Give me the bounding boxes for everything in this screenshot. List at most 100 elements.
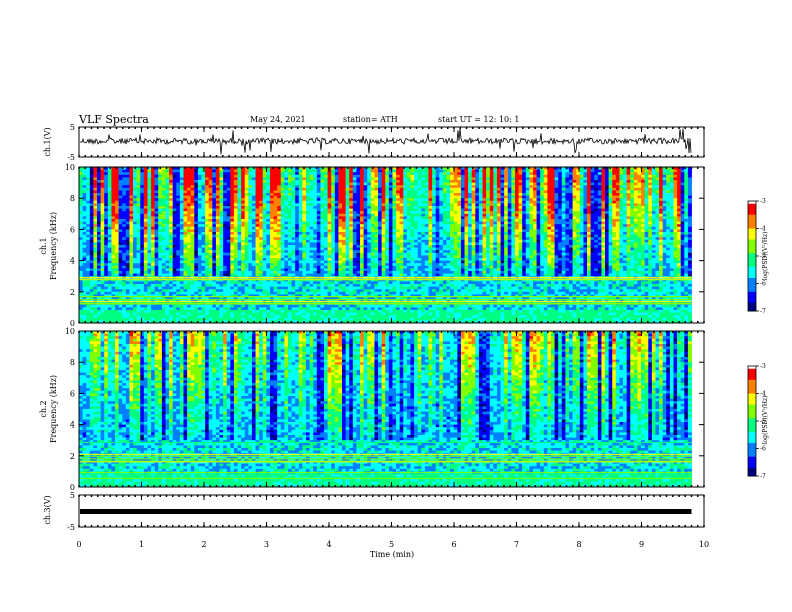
- spec1-cell-20-22: [158, 219, 162, 222]
- spec1-cell-20-105: [457, 219, 461, 222]
- spec1-cell-4-89: [400, 177, 404, 180]
- spec1-cell-18-113: [486, 214, 490, 217]
- spec1-cell-26-147: [609, 235, 613, 238]
- spec1-cell-11-115: [493, 196, 497, 199]
- spec1-cell-21-80: [367, 222, 371, 225]
- spec1-cell-20-81: [371, 219, 375, 222]
- spec1-cell-15-139: [580, 206, 584, 209]
- spec1-cell-25-44: [238, 232, 242, 235]
- spec1-cell-3-104: [454, 175, 458, 178]
- spec1-cell-9-74: [346, 190, 350, 193]
- spec1-cell-4-140: [583, 177, 587, 180]
- spec1-cell-22-166: [677, 224, 681, 227]
- spec1-cell-19-101: [443, 216, 447, 219]
- spec1-cell-17-111: [479, 211, 483, 214]
- spec1-cell-19-127: [537, 216, 541, 219]
- spec1-cell-7-44: [238, 185, 242, 188]
- spec1-cell-11-11: [119, 196, 123, 199]
- spec1-cell-4-74: [346, 177, 350, 180]
- spec1-cell-19-151: [623, 216, 627, 219]
- spec1-cell-2-150: [619, 172, 623, 175]
- spec1-cell-2-89: [400, 172, 404, 175]
- spec1-cell-8-100: [439, 188, 443, 191]
- spec1-cell-13-69: [328, 201, 332, 204]
- spec1-cell-17-36: [209, 211, 213, 214]
- spec1-cell-27-39: [220, 237, 224, 240]
- spec1-cell-12-73: [342, 198, 346, 201]
- spec1-cell-17-136: [569, 211, 573, 214]
- spec1-cell-18-73: [342, 214, 346, 217]
- spec1-cell-20-25: [169, 219, 173, 222]
- spec1-cell-16-138: [576, 209, 580, 212]
- spec1-cell-1-122: [519, 170, 523, 173]
- spec1-cell-9-22: [158, 190, 162, 193]
- spec1-cell-4-112: [483, 177, 487, 180]
- spec1-cell-17-75: [349, 211, 353, 214]
- spec1-cell-9-65: [313, 190, 317, 193]
- spec1-cell-3-118: [504, 175, 508, 178]
- spec1-cell-2-56: [281, 172, 285, 175]
- spec1-cell-19-104: [454, 216, 458, 219]
- spec1-cell-6-47: [248, 183, 252, 186]
- spec1-cell-1-147: [609, 170, 613, 173]
- spec1-cell-23-72: [338, 227, 342, 230]
- spec1-cell-19-88: [396, 216, 400, 219]
- spec1-cell-22-5: [97, 224, 101, 227]
- spec1-cell-3-16: [137, 175, 141, 178]
- spec1-cell-3-142: [591, 175, 595, 178]
- spec1-cell-5-139: [580, 180, 584, 183]
- spec1-cell-6-56: [281, 183, 285, 186]
- spec1-cell-11-40: [223, 196, 227, 199]
- spec1-cell-24-97: [428, 229, 432, 232]
- spec1-cell-7-104: [454, 185, 458, 188]
- spec1-cell-13-32: [194, 201, 198, 204]
- spec1-cell-23-19: [147, 227, 151, 230]
- spec1-cell-27-92: [410, 237, 414, 240]
- spec1-cell-12-39: [220, 198, 224, 201]
- spec1-cell-20-56: [281, 219, 285, 222]
- spec1-cell-19-49: [256, 216, 260, 219]
- spec1-cell-25-47: [248, 232, 252, 235]
- spec1-cell-14-116: [497, 203, 501, 206]
- spec1-cell-9-79: [364, 190, 368, 193]
- spec1-cell-8-145: [601, 188, 605, 191]
- spec1-cell-27-51: [263, 237, 267, 240]
- spec1-cell-25-73: [342, 232, 346, 235]
- spec1-cell-25-59: [292, 232, 296, 235]
- spec1-cell-6-158: [648, 183, 652, 186]
- spec1-cell-20-21: [155, 219, 159, 222]
- spec1-cell-17-139: [580, 211, 584, 214]
- spec1-cell-3-55: [277, 175, 281, 178]
- spec1-cell-6-162: [663, 183, 667, 186]
- spec1-cell-7-107: [465, 185, 469, 188]
- spec1-cell-22-12: [122, 224, 126, 227]
- spec1-cell-11-165: [673, 196, 677, 199]
- spec1-cell-7-125: [529, 185, 533, 188]
- spec1-cell-10-85: [385, 193, 389, 196]
- spec1-cell-2-160: [655, 172, 659, 175]
- spec1-cell-2-159: [652, 172, 656, 175]
- spec1-cell-20-19: [147, 219, 151, 222]
- spec1-cell-26-70: [331, 235, 335, 238]
- spec1-cell-13-111: [479, 201, 483, 204]
- spec1-cell-9-49: [256, 190, 260, 193]
- spec1-cell-14-37: [212, 203, 216, 206]
- spec1-cell-26-51: [263, 235, 267, 238]
- spec1-cell-26-93: [414, 235, 418, 238]
- spec1-cell-14-118: [504, 203, 508, 206]
- spec1-cell-10-96: [425, 193, 429, 196]
- spec1-cell-7-154: [634, 185, 638, 188]
- spec1-cell-13-34: [202, 201, 206, 204]
- spec1-cell-24-15: [133, 229, 137, 232]
- spec1-cell-10-30: [187, 193, 191, 196]
- spec1-cell-9-167: [681, 190, 685, 193]
- spec1-cell-14-149: [616, 203, 620, 206]
- spec1-cell-12-158: [648, 198, 652, 201]
- spec1-cell-27-99: [436, 237, 440, 240]
- spec1-cell-5-94: [418, 180, 422, 183]
- spec1-cell-5-70: [331, 180, 335, 183]
- spec1-cell-15-45: [241, 206, 245, 209]
- spec1-cell-22-42: [230, 224, 234, 227]
- spec1-cell-1-38: [216, 170, 220, 173]
- spec1-cell-5-3: [90, 180, 94, 183]
